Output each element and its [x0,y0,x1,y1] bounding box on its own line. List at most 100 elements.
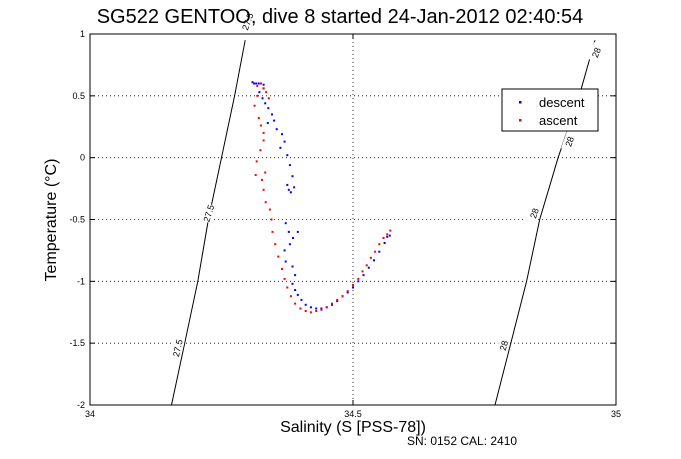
ascent-point [382,237,385,239]
ascent-point [309,311,312,314]
ascent-point [267,97,270,100]
ascent-point [257,117,260,120]
ascent-point [259,149,262,152]
descent-point [294,274,297,277]
descent-point [291,265,294,268]
ascent-point [325,306,328,309]
ascent-point [283,277,286,280]
ascent-point [262,131,265,134]
chart-title: SG522 GENTOO, dive 8 started 24-Jan-2012… [97,6,584,28]
ascent-point [315,310,318,312]
contour-label-background [200,202,217,224]
legend-label-ascent: ascent [539,113,578,128]
ascent-point [256,84,259,87]
descent-point [309,306,312,309]
ascent-point [365,264,368,267]
descent-point [362,274,365,277]
ascent-point [274,243,277,246]
descent-point [304,303,307,306]
contour-label: 28 [498,340,510,352]
y-axis-label: Temperature (°C) [43,159,60,282]
legend: descent ascent [501,88,599,132]
y-tick-label: -0.5 [69,215,85,225]
descent-point [271,113,273,116]
x-tick-label: 34.5 [344,409,362,419]
descent-point [258,91,261,94]
ascent-point [260,82,262,85]
ascent-point [253,104,256,107]
ascent-point [389,229,392,232]
descent-point [291,282,294,285]
descent-point [287,230,290,233]
descent-point [293,186,296,189]
ascent-point [341,295,344,298]
descent-point [286,183,289,186]
descent-point [279,146,282,149]
descent-point [284,260,287,263]
descent-point [288,243,291,246]
series-ascent [253,82,392,314]
descent-point [296,230,299,233]
descent-point [283,140,286,143]
ascent-point [346,290,349,293]
descent-point [291,175,294,178]
legend-label-descent: descent [539,95,585,110]
ascent-point [286,286,289,289]
descent-point [266,122,269,124]
ascent-point [270,218,273,221]
descent-point [287,188,290,191]
descent-point [292,237,294,239]
contour-label-background [587,41,605,63]
descent-point [253,82,256,85]
descent-point [257,82,260,85]
ascent-point [260,124,262,127]
descent-point [288,164,291,167]
descent-point [251,81,254,84]
y-tick-label: 0 [80,153,85,163]
descent-point [386,235,389,238]
ascent-point [357,277,360,280]
descent-point [388,234,391,237]
descent-point [275,128,278,131]
descent-point [331,303,333,306]
descent-point [281,133,283,136]
y-tick-label: -2 [77,400,85,410]
descent-point [373,259,375,262]
series-descent [251,81,391,310]
ascent-point [304,310,307,312]
ascent-point [271,230,274,233]
legend-box [501,88,599,132]
ascent-point [268,208,271,211]
ascent-point [369,256,372,259]
ascent-point [331,302,333,305]
ascent-point [289,295,292,298]
contour-label: 28 [528,207,541,220]
descent-point [336,300,339,303]
legend-marker-ascent [519,119,522,122]
descent-point [357,280,360,283]
ascent-point [262,188,265,191]
ascent-point [254,174,257,176]
descent-point [264,102,267,105]
ascent-point [262,139,265,142]
data-points [251,81,392,314]
contour-label: 27.5 [171,338,185,357]
x-tick-label: 35 [611,409,621,419]
ascent-point [294,302,297,305]
x-tick-label: 34 [85,409,95,419]
contour-label-background [561,131,578,152]
descent-point [289,191,292,194]
contour-label-background [525,202,543,224]
ascent-point [255,160,258,163]
contour-label: 27.5 [202,203,217,223]
ascent-point [262,87,265,90]
descent-point [255,82,258,85]
ascent-point [374,250,377,253]
ascent-point [281,268,283,270]
legend-marker-descent [519,101,522,104]
ascent-point [378,243,381,246]
y-tick-label: -1.5 [69,338,85,348]
y-tick-label: 1 [80,29,85,39]
